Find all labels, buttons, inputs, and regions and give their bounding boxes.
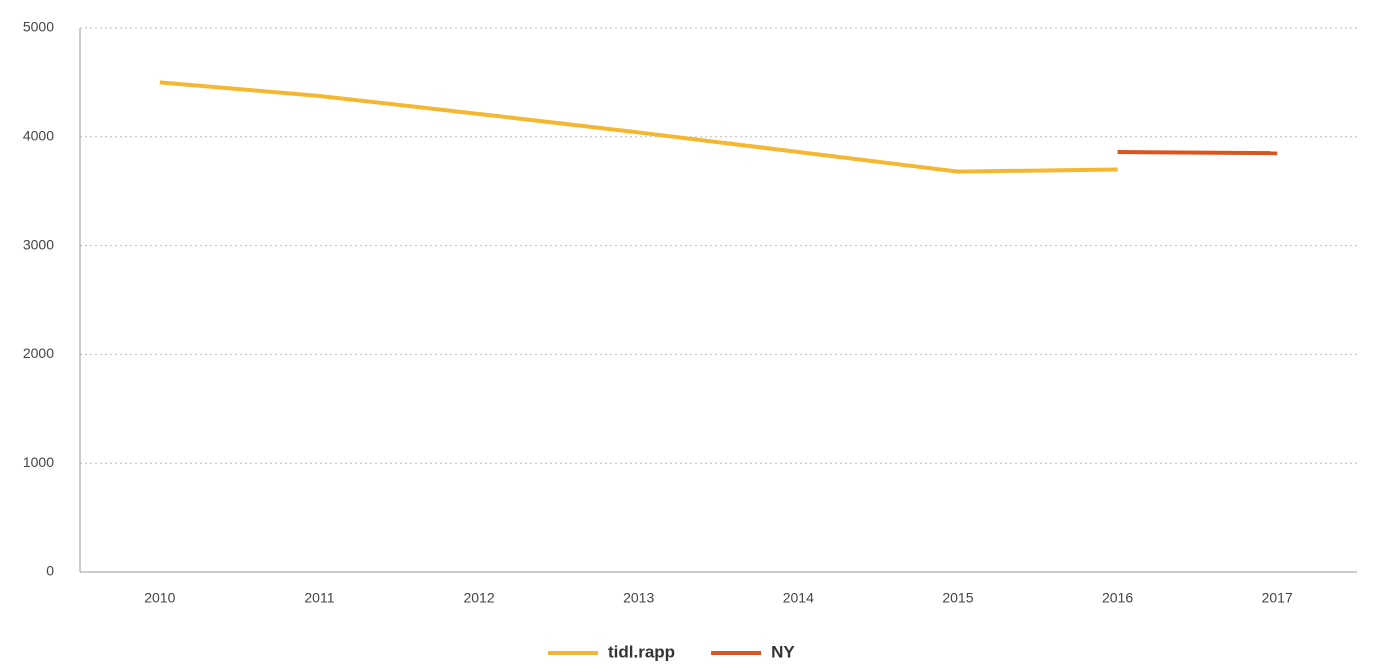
y-tick-label: 4000	[23, 128, 54, 144]
y-tick-label: 5000	[23, 19, 54, 35]
x-tick-label: 2012	[463, 590, 494, 606]
x-tick-label: 2010	[144, 590, 175, 606]
y-tick-label: 2000	[23, 345, 54, 361]
line-series	[159, 80, 1118, 174]
line-series	[1117, 150, 1278, 156]
x-tick-label: 2013	[623, 590, 654, 606]
legend-text: tidl.rapp	[608, 642, 675, 661]
x-tick-label: 2014	[783, 590, 814, 606]
x-tick-label: 2016	[1102, 590, 1133, 606]
x-tick-label: 2017	[1262, 590, 1293, 606]
y-tick-label: 0	[46, 563, 54, 579]
x-tick-label: 2015	[942, 590, 973, 606]
y-tick-label: 1000	[23, 454, 54, 470]
legend-text: NY	[771, 642, 795, 661]
y-tick-label: 3000	[23, 236, 54, 252]
x-tick-label: 2011	[304, 590, 334, 606]
